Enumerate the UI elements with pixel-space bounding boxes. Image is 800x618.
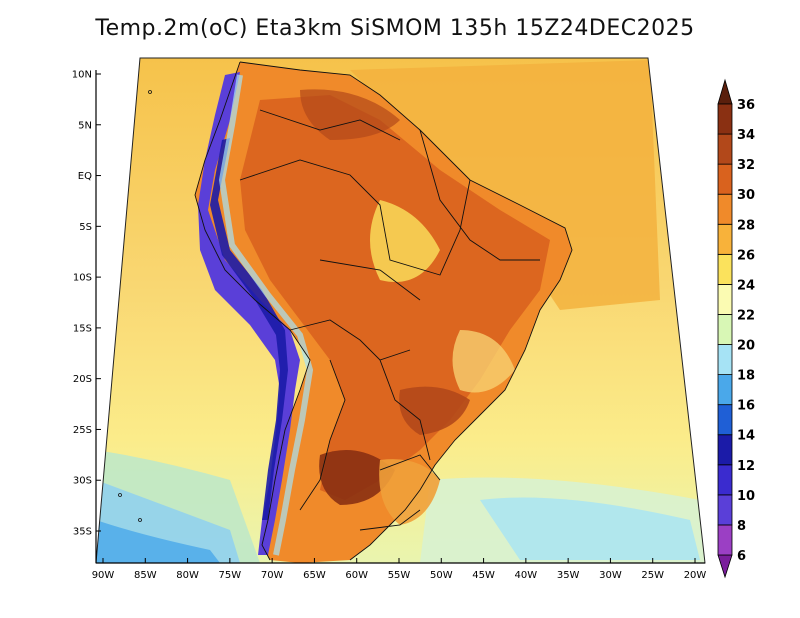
colorbar-label: 6: [737, 549, 746, 564]
lon-tick-label: 30W: [599, 570, 622, 581]
country-borders: [194, 61, 573, 561]
map-field: [96, 58, 705, 563]
longitude-ticks: 90W 85W 80W 75W 70W 65W 60W 55W 50W 45W 40W 35W 30W 2…: [92, 558, 707, 581]
lon-tick-label: 40W: [515, 570, 538, 581]
lat-tick-label: 25S: [73, 425, 92, 436]
colorbar-label: 10: [737, 489, 755, 504]
colorbar-label: 22: [737, 308, 755, 323]
colorbar-swatch: [717, 193, 733, 225]
colorbar-swatch: [717, 524, 733, 556]
colorbar-swatch: [717, 253, 733, 285]
map-title: Temp.2m(oC) Eta3km SiSMOM 135h 15Z24DEC2…: [95, 16, 695, 41]
colorbar-swatch: [717, 344, 733, 375]
lon-tick-label: 45W: [472, 570, 495, 581]
lat-tick-label: 15S: [73, 323, 92, 334]
colorbar-label: 12: [737, 459, 755, 474]
lat-tick-label: 5S: [79, 222, 92, 233]
andes-core: [210, 138, 288, 520]
lat-tick-label: EQ: [78, 171, 92, 182]
colorbar-swatch: [717, 133, 733, 165]
land-very-hot-patch: [399, 386, 470, 435]
colorbar-label: 28: [737, 218, 755, 233]
lat-tick-label: 35S: [73, 527, 92, 538]
lon-tick-label: 20W: [684, 570, 707, 581]
colorbar: 6 8 10 12 14 16 18 20 22 24 26 28 30 32 34 36: [717, 78, 755, 579]
lon-tick-label: 80W: [176, 570, 199, 581]
colorbar-label: 16: [737, 399, 755, 414]
colorbar-swatch: [717, 163, 733, 195]
ocean-warm-band: [350, 60, 660, 310]
lon-tick-label: 65W: [303, 570, 326, 581]
lon-tick-label: 75W: [219, 570, 242, 581]
colorbar-label: 26: [737, 248, 755, 263]
colorbar-label: 34: [737, 128, 755, 143]
colorbar-swatch: [717, 494, 733, 526]
pacific-coldest-patch: [96, 520, 220, 563]
colorbar-label: 32: [737, 158, 755, 173]
colorbar-label: 8: [737, 519, 746, 534]
colorbar-max-arrow: [717, 78, 733, 105]
land-very-hot-patch: [319, 450, 395, 505]
land-hot-interior: [240, 95, 550, 500]
colorbar-swatch: [717, 374, 733, 406]
lon-tick-label: 60W: [345, 570, 368, 581]
colorbar-swatch: [717, 223, 733, 255]
lat-tick-label: 10S: [73, 273, 92, 284]
lon-tick-label: 70W: [261, 570, 284, 581]
lat-tick-label: 5N: [78, 120, 92, 131]
land-south-patch: [379, 459, 440, 525]
lon-tick-label: 50W: [430, 570, 453, 581]
lon-tick-label: 35W: [557, 570, 580, 581]
colorbar-swatch: [717, 464, 733, 496]
andes-cold-band: [198, 72, 300, 555]
ocean-cold-patch: [480, 497, 700, 560]
lon-tick-label: 90W: [92, 570, 115, 581]
colorbar-swatch: [717, 404, 733, 436]
colorbar-label: 36: [737, 98, 755, 113]
land-cooler-patch: [452, 330, 515, 393]
andes-halo: [218, 74, 314, 556]
lon-tick-label: 55W: [388, 570, 411, 581]
colorbar-swatch: [717, 314, 733, 345]
colorbar-swatch: [717, 283, 733, 315]
latitude-ticks: 10N 5N EQ 5S 10S 15S 20S 25S 30S 35S: [72, 70, 101, 538]
colorbar-label: 18: [737, 369, 755, 384]
lat-tick-label: 10N: [72, 70, 92, 81]
lat-tick-label: 30S: [73, 476, 92, 487]
lon-tick-label: 25W: [641, 570, 664, 581]
lon-tick-label: 85W: [134, 570, 157, 581]
colorbar-swatch: [717, 103, 733, 135]
land-cooler-patch: [370, 200, 440, 282]
colorbar-label: 24: [737, 278, 755, 293]
colorbar-label: 20: [737, 339, 755, 354]
colorbar-swatch: [717, 434, 733, 466]
colorbar-label: 30: [737, 188, 755, 203]
colorbar-label: 14: [737, 429, 755, 444]
lat-tick-label: 20S: [73, 374, 92, 385]
colorbar-min-arrow: [717, 554, 733, 579]
